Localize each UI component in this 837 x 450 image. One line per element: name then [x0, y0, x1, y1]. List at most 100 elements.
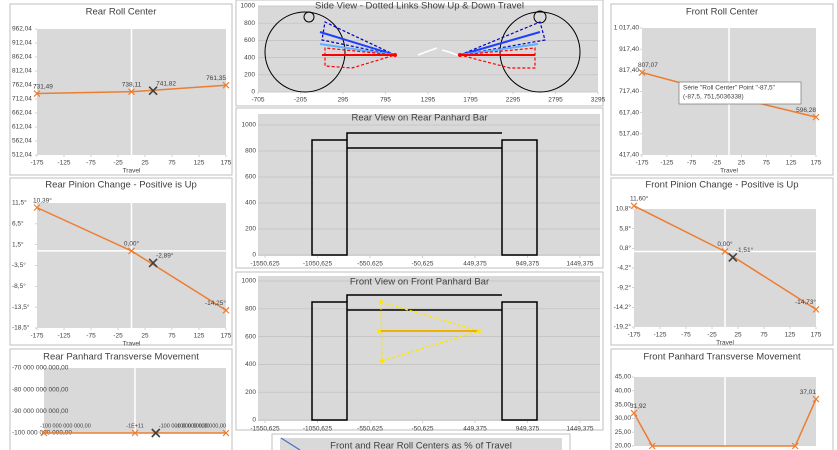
chart-title: Front View on Front Panhard Bar — [350, 277, 489, 288]
x-tick-label: 1449,375 — [566, 261, 593, 268]
data-marker — [728, 252, 738, 262]
x-tick-label: -1050,625 — [303, 426, 333, 433]
data-marker — [812, 395, 820, 403]
data-label: -100 000 000 000,00 — [175, 423, 226, 429]
front-upper-link-travel — [459, 21, 546, 56]
x-tick-label: -1050,625 — [303, 261, 333, 268]
y-tick-label: -14,2° — [614, 303, 632, 311]
chart-title: Front and Rear Roll Centers as % of Trav… — [330, 441, 512, 450]
data-label: 731,49 — [33, 83, 53, 90]
chart-title: Side View - Dotted Links Show Up & Down … — [315, 1, 524, 12]
front-left-tire — [311, 301, 348, 421]
data-label: 37,01 — [800, 389, 817, 396]
y-tick-label: 200 — [244, 72, 255, 79]
data-label: 31,92 — [630, 403, 647, 410]
tooltip — [678, 81, 802, 105]
tooltip-text: Série "Roll Center" Point "-87,5" — [683, 85, 776, 92]
rear-axle-mark — [303, 11, 315, 23]
drawing-layer — [264, 10, 581, 450]
x-tick-label: -75 — [681, 332, 691, 339]
y-tick-label: 10,8° — [616, 205, 632, 213]
x-tick-label: 949,375 — [516, 261, 540, 268]
x-tick-label: 295 — [338, 97, 349, 104]
chart-title: Rear Pinion Change - Positive is Up — [45, 180, 197, 191]
x-tick-label: 125 — [194, 333, 205, 340]
x-tick-label: 1295 — [421, 97, 436, 104]
chart-title: Front Pinion Change - Positive is Up — [645, 180, 798, 191]
chart-title: Rear View on Rear Panhard Bar — [351, 113, 487, 124]
y-tick-label: 517,40 — [619, 131, 639, 138]
y-tick-label: 25,00 — [615, 429, 632, 436]
data-marker — [812, 113, 820, 121]
y-tick-label: 400 — [245, 200, 256, 207]
y-tick-label: 40,00 — [615, 388, 632, 395]
x-tick-label: -50,625 — [411, 261, 433, 268]
y-tick-label: -13,5° — [12, 303, 30, 311]
y-tick-label: 862,04 — [12, 54, 32, 61]
data-marker — [131, 429, 139, 437]
data-marker — [151, 428, 161, 438]
front-frame — [346, 294, 502, 302]
data-label: -1,51° — [736, 246, 754, 254]
x-tick-label: -25 — [707, 332, 717, 339]
y-tick-label: 0 — [252, 252, 256, 259]
y-tick-label: 0,8° — [619, 244, 631, 252]
y-tick-label: -9,2° — [617, 283, 631, 291]
y-tick-label: 0 — [251, 89, 255, 96]
data-marker — [630, 409, 638, 417]
x-axis-title: Travel — [716, 340, 734, 347]
data-label: -100 000 000 000,00 — [159, 423, 210, 429]
x-tick-label: 125 — [785, 332, 796, 339]
x-tick-label: -550,625 — [357, 261, 383, 268]
data-label: -2,89° — [156, 252, 174, 260]
x-tick-label: 3295 — [591, 97, 606, 104]
y-tick-label: -4,2° — [617, 264, 631, 272]
x-tick-label: 175 — [221, 333, 232, 340]
front-link-light — [459, 43, 539, 56]
data-label: 10,39° — [33, 196, 52, 204]
x-tick-label: -175 — [635, 160, 648, 167]
plot-area — [258, 6, 598, 92]
data-marker — [721, 248, 729, 255]
y-tick-label: 400 — [244, 54, 255, 61]
plot-area — [258, 114, 600, 256]
y-tick-label: 662,04 — [12, 110, 32, 117]
roll-center-line — [280, 437, 301, 450]
y-tick-label: 812,04 — [12, 68, 32, 75]
y-tick-label: 717,40 — [619, 88, 639, 95]
y-tick-label: 417,40 — [619, 152, 639, 159]
label-layer: 512,04 562,04 612,04 662,04 712,04 762,04 812,… — [12, 1, 822, 450]
y-tick-label: 617,40 — [619, 109, 639, 116]
x-tick-label: -705 — [251, 97, 264, 104]
y-tick-label: -80 000 000 000,00 — [12, 386, 69, 393]
data-marker — [40, 429, 48, 437]
x-tick-label: -1550,625 — [250, 426, 280, 433]
x-tick-label: 449,375 — [463, 261, 487, 268]
data-marker — [128, 247, 135, 255]
y-tick-label: 962,04 — [12, 26, 32, 33]
x-tick-label: 75 — [168, 160, 176, 167]
tooltip-text: (-87,5, 751,5036338) — [683, 94, 744, 101]
data-marker — [638, 69, 646, 76]
data-marker — [222, 306, 230, 314]
x-tick-label: 25 — [734, 332, 742, 339]
x-tick-label: 75 — [760, 332, 768, 339]
x-tick-label: -125 — [57, 160, 70, 167]
x-tick-label: 175 — [811, 160, 822, 167]
data-label: 761,35 — [206, 75, 226, 82]
x-tick-label: 2295 — [506, 97, 521, 104]
y-tick-label: 1000 — [241, 3, 256, 10]
y-tick-label: -100 000 000 000,00 — [12, 430, 72, 437]
rear-arc — [417, 47, 438, 56]
x-tick-label: 449,375 — [463, 426, 487, 433]
y-tick-label: 712,04 — [12, 96, 32, 103]
x-tick-label: -1550,625 — [250, 261, 280, 268]
data-marker — [148, 258, 158, 268]
panhard-end — [379, 300, 383, 304]
y-tick-label: 200 — [245, 389, 256, 396]
x-tick-label: 125 — [194, 160, 205, 167]
data-label: 807,07 — [638, 62, 658, 69]
y-tick-label: -3,5° — [12, 261, 26, 269]
y-tick-label: 600 — [244, 37, 255, 44]
